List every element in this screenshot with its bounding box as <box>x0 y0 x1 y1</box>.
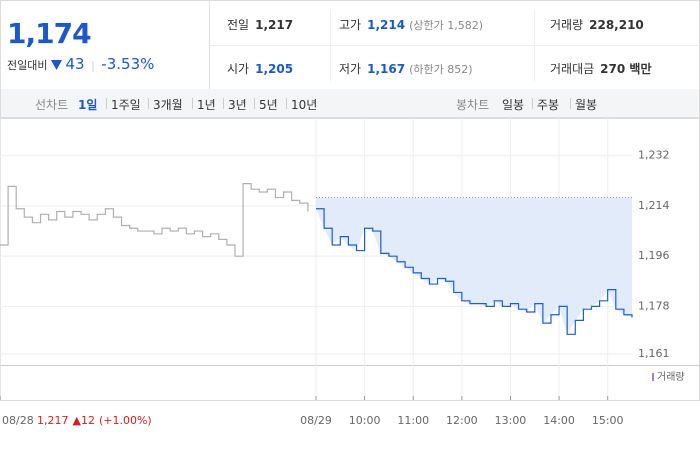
summary-item: 전일 1,217 <box>227 16 293 33</box>
x-tick-label: 15:00 <box>592 414 624 427</box>
tab-separator <box>106 98 107 109</box>
item-value: 1,217 <box>255 18 294 32</box>
y-tick-label: 1,196 <box>638 249 670 262</box>
change: 전일대비 43 | -3.53% <box>7 55 155 73</box>
item-label: 고가 <box>339 18 362 32</box>
item-value: 228,210 <box>589 18 644 32</box>
candle-tab[interactable]: 일봉 <box>502 98 525 112</box>
period-tabs: 선차트 1일 1주일 3개월 1년 3년 5년 10년 봉차트 일봉 주봉 월봉 <box>0 89 700 118</box>
item-value: 1,205 <box>255 62 294 76</box>
period-tab[interactable]: 3년 <box>228 98 247 112</box>
summary-item: 저가 1,167 (하한가 852) <box>339 60 473 77</box>
down-icon <box>50 60 62 70</box>
x-tick-label: 14:00 <box>543 414 575 427</box>
item-label: 거래대금 <box>550 62 595 76</box>
item-value: 1,214 <box>367 18 406 32</box>
item-note: (상한가 1,582) <box>409 19 483 32</box>
price: 1,174 <box>7 17 92 50</box>
tab-separator <box>570 98 571 109</box>
summary-panel: 1,174 전일대비 43 | -3.53% 전일 1,217 고가 1,214 (상한… <box>0 0 700 90</box>
change-label: 전일대비 <box>7 59 48 72</box>
y-tick-label: 1,161 <box>638 347 670 360</box>
tab-separator <box>532 98 533 109</box>
tab-separator <box>254 98 255 109</box>
prev-rate: (+1.00%) <box>99 414 152 427</box>
period-tab[interactable]: 1년 <box>197 98 216 112</box>
prev-change: ▲12 <box>73 414 95 427</box>
period-tab[interactable]: 1일 <box>78 98 98 112</box>
price-line <box>316 208 633 335</box>
x-tick-label: 11:00 <box>397 414 429 427</box>
period-tab[interactable]: 10년 <box>291 98 318 112</box>
x-tick-label: 08/29 <box>300 414 332 427</box>
quote: 1,174 전일대비 43 | -3.53% <box>1 1 210 89</box>
tab-separator <box>148 98 149 109</box>
x-tick-label: 10:00 <box>349 414 381 427</box>
item-value: 1,167 <box>367 62 406 76</box>
y-tick-label: 1,214 <box>638 199 670 212</box>
volume-key <box>652 373 654 381</box>
tab-label: 선차트 <box>35 98 69 112</box>
prev-info: 1,217 ▲12 (+1.00%) <box>37 414 152 427</box>
period-tab[interactable]: 5년 <box>259 98 278 112</box>
x-tick-label: 08/28 <box>2 414 34 427</box>
item-label: 저가 <box>339 62 362 76</box>
summary-item: 시가 1,205 <box>227 60 293 77</box>
y-tick-label: 1,232 <box>638 149 670 162</box>
candle-tab[interactable]: 주봉 <box>537 98 560 112</box>
change-rate: -3.53% <box>101 55 155 73</box>
summary-item: 고가 1,214 (상한가 1,582) <box>339 16 483 33</box>
summary-item: 거래대금 270 백만 <box>550 60 651 77</box>
tab-separator <box>192 98 193 109</box>
price-line <box>0 183 309 257</box>
item-label: 전일 <box>227 18 250 32</box>
item-label: 거래량 <box>550 18 584 32</box>
chart: 1,161 1,178 1,196 1,214 1,232 08/28 08/29 10:00… <box>0 118 700 427</box>
y-tick-label: 1,178 <box>638 299 670 312</box>
tab-separator <box>286 98 287 109</box>
x-tick-label: 12:00 <box>446 414 478 427</box>
tab-separator <box>223 98 224 109</box>
item-note: (하한가 852) <box>409 63 473 76</box>
period-tab[interactable]: 3개월 <box>153 98 183 112</box>
tab-label: 봉차트 <box>456 98 490 112</box>
prev-prev_close: 1,217 <box>37 414 69 427</box>
x-tick-label: 13:00 <box>495 414 527 427</box>
item-label: 시가 <box>227 62 250 76</box>
period-tab[interactable]: 1주일 <box>111 98 141 112</box>
candle-tab[interactable]: 월봉 <box>575 98 598 112</box>
area <box>316 197 632 335</box>
volume-label: 거래량 <box>657 371 685 383</box>
item-value: 270 백만 <box>600 62 652 76</box>
change-value: 43 <box>65 55 85 73</box>
summary-item: 거래량 228,210 <box>550 16 644 33</box>
